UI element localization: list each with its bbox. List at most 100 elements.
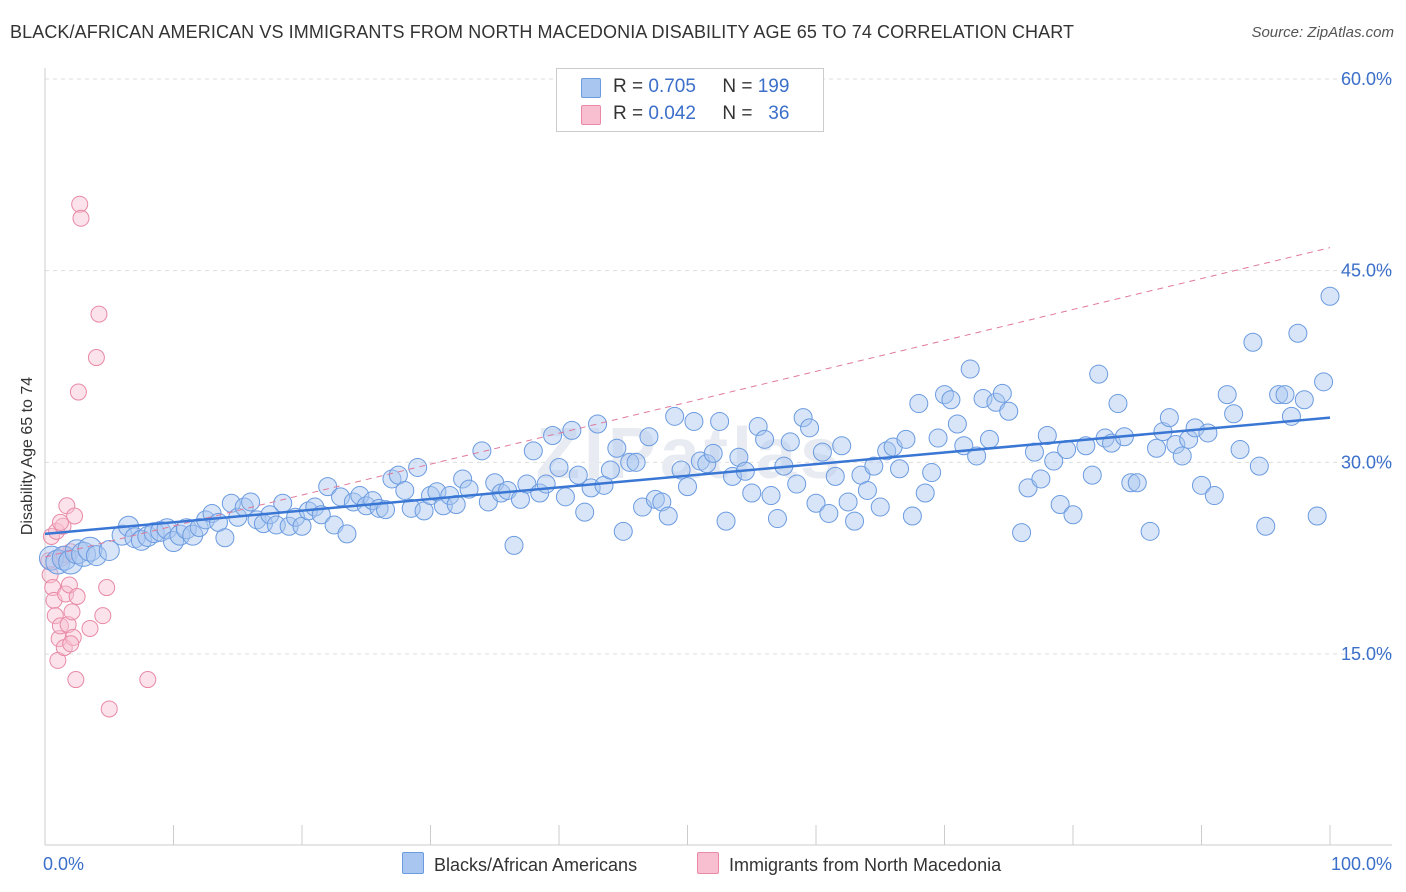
data-point-blue: [1172, 446, 1192, 466]
data-point-blue: [780, 432, 800, 452]
data-point-blue: [459, 479, 479, 499]
data-point-blue: [658, 506, 678, 526]
data-point-blue: [800, 418, 820, 438]
data-point-blue: [1121, 473, 1141, 493]
data-point-blue: [729, 447, 749, 467]
data-point-blue: [1224, 404, 1244, 424]
data-point-blue: [575, 502, 595, 522]
legend-r-label: R =: [613, 103, 644, 124]
data-point-pink: [71, 195, 89, 213]
data-point-blue: [1012, 523, 1032, 543]
data-point-pink: [46, 607, 64, 625]
data-point-blue: [1159, 408, 1179, 428]
data-point-blue: [568, 465, 588, 485]
data-point-blue: [787, 474, 807, 494]
data-point-blue: [1198, 423, 1218, 443]
legend-r-value: 0.705: [648, 76, 696, 97]
legend-n-label: N =: [722, 103, 753, 124]
data-point-blue: [189, 518, 209, 537]
legend-swatch-blue: [581, 78, 601, 98]
data-point-blue: [427, 482, 447, 502]
data-point-blue: [1230, 440, 1250, 460]
data-point-blue: [543, 426, 563, 445]
data-point-blue: [896, 429, 916, 449]
data-point-blue: [870, 497, 890, 517]
data-point-blue: [748, 417, 768, 437]
data-point-blue: [1089, 364, 1109, 384]
data-point-blue: [1320, 286, 1340, 306]
data-point-blue: [620, 452, 640, 472]
data-point-blue: [1294, 390, 1314, 410]
data-point-blue: [549, 457, 569, 477]
data-point-blue: [915, 483, 935, 503]
data-point-blue: [182, 524, 204, 546]
data-point-pink: [90, 305, 108, 323]
trend-line-blue: [44, 416, 1331, 536]
data-point-blue: [639, 427, 659, 447]
trend-line-pink: [44, 247, 1331, 558]
data-point-blue: [1249, 456, 1269, 476]
data-point-pink: [81, 619, 99, 637]
data-point-blue: [613, 521, 633, 541]
bottom-legend-label-pink: Immigrants from North Macedonia: [729, 855, 1002, 875]
bottom-legend-swatch-blue: [402, 852, 424, 874]
data-point-blue: [51, 545, 77, 571]
data-point-blue: [806, 493, 826, 513]
data-point-blue: [98, 540, 120, 561]
data-point-blue: [902, 506, 922, 526]
data-point-blue: [1243, 332, 1263, 352]
tick-labels: 15.0% 30.0% 45.0% 60.0% 0.0% 100.0%: [43, 69, 1392, 874]
data-point-blue: [305, 497, 325, 517]
legend-n-value: 199: [757, 76, 790, 97]
bottom-legend-swatch-pink: [697, 852, 719, 874]
data-point-blue: [1217, 385, 1237, 405]
data-point-blue: [337, 524, 357, 544]
data-point-blue: [922, 463, 942, 483]
data-point-blue: [928, 428, 948, 448]
data-point-blue: [169, 524, 191, 546]
data-point-blue: [331, 487, 351, 507]
data-point-blue: [163, 531, 184, 553]
x-tick-label: 0.0%: [43, 854, 84, 874]
correlation-legend: R = 0.705 N = 199 R = 0.042 N = 36: [556, 68, 824, 132]
data-point-blue: [812, 442, 832, 462]
legend-r-value: 0.042: [648, 103, 696, 124]
data-point-blue: [890, 459, 910, 479]
source-label: Source: ZipAtlas.com: [1251, 24, 1394, 41]
chart-title: BLACK/AFRICAN AMERICAN VS IMMIGRANTS FRO…: [10, 22, 1075, 42]
data-point-pink: [72, 209, 90, 227]
data-point-pink: [87, 349, 105, 367]
data-point-blue: [967, 446, 987, 466]
data-point-pink: [63, 603, 81, 621]
data-point-blue: [1063, 505, 1083, 525]
data-point-blue: [38, 545, 64, 571]
data-point-blue: [857, 480, 877, 500]
data-point-blue: [395, 480, 415, 500]
legend-n-label: N =: [722, 76, 753, 97]
data-point-blue: [652, 492, 672, 512]
data-point-blue: [1082, 465, 1102, 485]
data-point-pink: [62, 635, 80, 653]
data-point-blue: [588, 414, 608, 434]
data-point-blue: [716, 511, 736, 531]
data-point-pink: [100, 700, 118, 718]
data-point-blue: [1108, 394, 1128, 414]
x-tick-label: 100.0%: [1331, 854, 1392, 874]
data-point-blue: [761, 486, 781, 506]
data-point-blue: [215, 528, 235, 548]
data-point-pink: [59, 616, 77, 634]
data-point-blue: [1044, 451, 1064, 471]
data-point-blue: [992, 383, 1012, 403]
data-point-blue: [408, 457, 428, 477]
data-point-blue: [626, 452, 646, 472]
data-point-blue: [697, 454, 717, 474]
data-point-blue: [665, 406, 685, 426]
data-point-blue: [1127, 473, 1147, 493]
data-point-blue: [504, 535, 524, 555]
data-point-pink: [69, 383, 87, 401]
data-point-blue: [555, 487, 575, 507]
bottom-legend-blue: Blacks/African Americans: [402, 852, 637, 876]
data-point-blue: [64, 539, 90, 565]
series-pink-points: [40, 195, 157, 718]
data-point-blue: [838, 492, 858, 512]
